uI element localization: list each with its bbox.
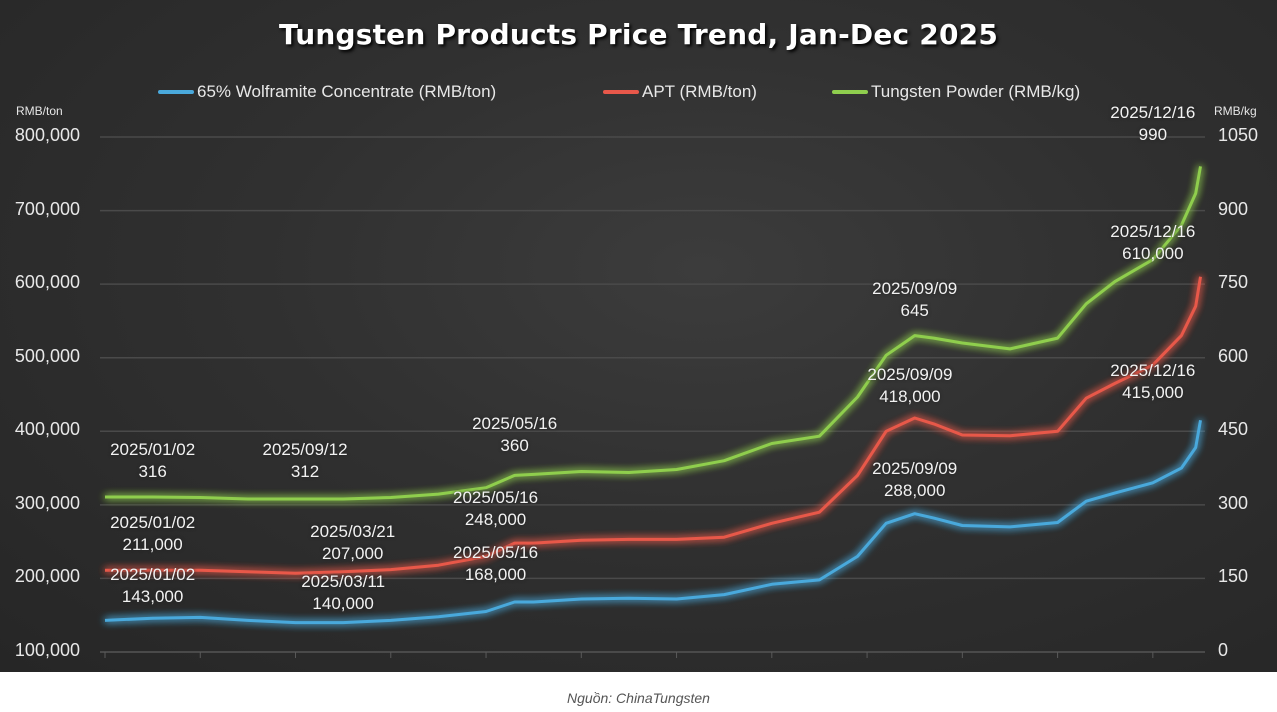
data-label-value: 990 [1138,125,1168,145]
data-label-tungsten-powder: 2025/12/16 990 [1110,102,1195,146]
data-label-apt: 2025/09/09 418,000 [867,364,952,408]
right-axis-tick-label: 600 [1218,345,1249,366]
right-axis-tick-label: 750 [1218,272,1249,293]
left-axis-tick-label: 800,000 [14,125,80,145]
data-label-date: 2025/05/16 [453,542,539,562]
legend-swatch-tungsten-powder [832,90,868,94]
data-label-tungsten-powder: 2025/09/09 645 [872,278,957,322]
data-label-apt: 2025/03/21 207,000 [310,521,395,565]
left-axis-tick-label: 200,000 [14,566,80,587]
data-label-value: 415,000 [1122,383,1184,403]
right-axis-tick-label: 450 [1218,419,1249,440]
chart-panel: Tungsten Products Price Trend, Jan-Dec 2… [0,0,1277,672]
legend-swatch-wolframite [158,90,194,94]
right-axis-tick-label: 150 [1218,566,1249,587]
legend-item-apt: APT (RMB/ton) [603,82,757,102]
data-label-value: 140,000 [312,593,374,613]
data-label-value: 211,000 [122,535,183,555]
series-line-apt [105,276,1202,575]
data-label-tungsten-powder: 2025/09/12 312 [262,439,347,483]
left-axis-tick-label: 500,000 [14,345,80,366]
left-axis-tick-label: 100,000 [14,640,80,660]
chart-title: Tungsten Products Price Trend, Jan-Dec 2… [278,18,999,51]
left-axis-unit: RMB/ton [16,104,63,118]
legend: 65% Wolframite Concentrate (RMB/ton) APT… [0,82,1277,106]
data-label-wolframite: 2025/01/02 143,000 [110,564,195,608]
data-label-apt: 2025/05/16 248,000 [453,487,538,531]
gridlines [100,136,1205,653]
data-label-wolframite: 2025/05/16 168,000 [453,542,538,586]
right-axis-tick-label: 1050 [1218,125,1259,145]
series-lines [104,166,1202,625]
data-label-value: 288,000 [883,480,946,500]
x-axis-ticks [104,652,1154,658]
data-label-date: 2025/03/21 [310,522,396,542]
left-axis-tick-label: 700,000 [14,198,80,219]
left-axis-tick-label: 400,000 [14,419,80,440]
data-label-date: 2025/12/16 [1110,361,1196,381]
legend-item-wolframite: 65% Wolframite Concentrate (RMB/ton) [158,82,496,102]
data-label-tungsten-powder: 2025/01/02 316 [110,439,195,483]
plot-area [100,136,1205,658]
left-axis-tick-label: 600,000 [14,272,80,293]
data-label-value: 207,000 [321,544,384,564]
legend-item-tungsten-powder: Tungsten Powder (RMB/kg) [832,82,1080,102]
data-label-wolframite: 2025/09/09 288,000 [872,458,957,502]
data-label-date: 2025/09/09 [867,365,953,385]
data-label-date: 2025/01/02 [110,513,196,533]
data-label-value: 143,000 [121,587,184,607]
right-axis-tick-label: 900 [1218,198,1249,219]
data-label-date: 2025/09/09 [872,458,958,478]
source-caption: Nguồn: ChinaTungsten [567,690,710,706]
data-label-apt: 2025/01/02 211,000 [110,512,195,556]
data-label-wolframite: 2025/12/16 415,000 [1110,360,1195,404]
series-line-wolframite [104,420,1202,625]
series-line-tungsten-powder [105,166,1202,501]
data-label-date: 2025/12/16 [1110,221,1196,241]
left-axis-tick-label: 300,000 [14,492,80,513]
data-label-date: 2025/09/12 [262,439,348,459]
right-axis-tick-label: 0 [1218,640,1229,660]
right-axis-unit: RMB/kg [1214,104,1257,118]
data-label-date: 2025/12/16 [1110,103,1196,123]
data-label-value: 360 [500,436,529,456]
data-label-value: 418,000 [879,387,941,407]
legend-label-wolframite: 65% Wolframite Concentrate (RMB/ton) [197,82,497,101]
data-label-value: 645 [900,300,929,320]
data-label-apt: 2025/12/16 610,000 [1110,221,1195,265]
right-axis-tick-label: 300 [1218,492,1249,513]
data-label-date: 2025/01/02 [110,440,196,459]
data-label-value: 248,000 [464,510,527,530]
legend-label-tungsten-powder: Tungsten Powder (RMB/kg) [871,82,1081,101]
data-label-date: 2025/03/11 [301,571,386,591]
legend-swatch-apt [603,90,639,94]
data-label-wolframite: 2025/03/11 140,000 [301,571,385,615]
data-label-value: 312 [290,461,320,481]
data-label-tungsten-powder: 2025/05/16 360 [472,413,557,457]
data-label-value: 610,000 [1122,243,1184,263]
data-label-value: 316 [138,462,167,481]
data-label-date: 2025/09/09 [872,278,958,298]
data-label-date: 2025/05/16 [453,488,539,508]
data-label-value: 168,000 [464,564,527,584]
data-label-date: 2025/05/16 [472,414,558,434]
data-label-date: 2025/01/02 [110,565,196,585]
legend-label-apt: APT (RMB/ton) [642,82,757,101]
